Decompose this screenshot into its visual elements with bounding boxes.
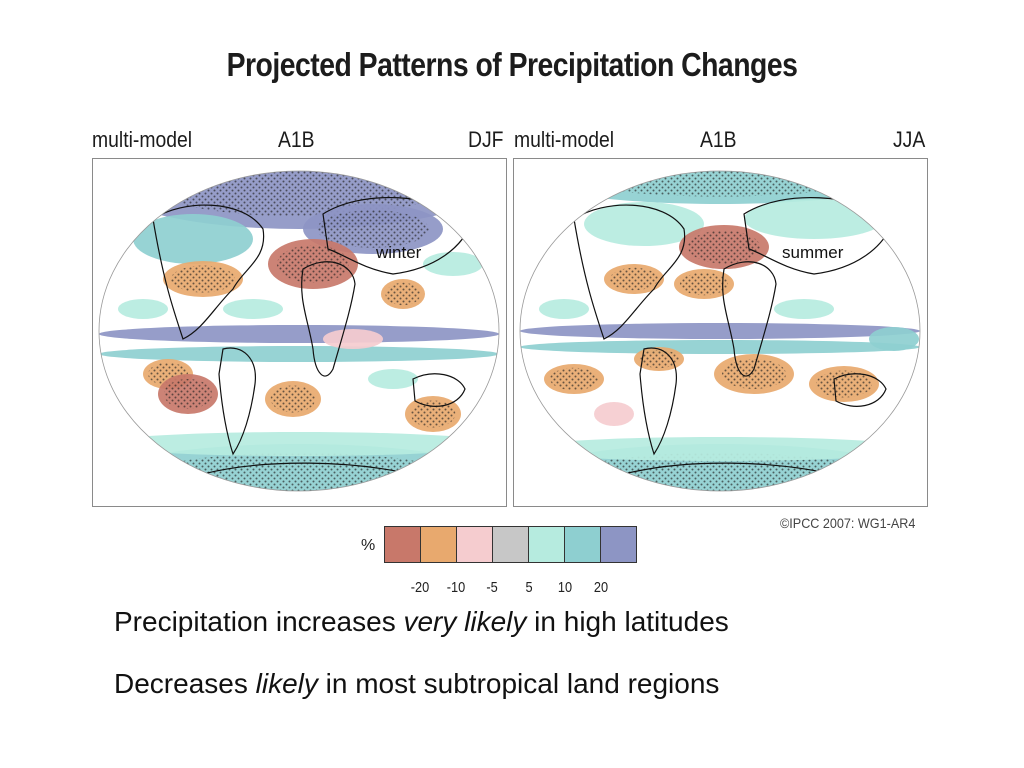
copyright-note: ©IPCC 2007: WG1-AR4 [780, 515, 916, 531]
stipple-region [816, 370, 872, 398]
precip-region [323, 329, 383, 349]
coastline [573, 204, 686, 340]
map-left-scenario-label: A1B [278, 127, 315, 152]
stipple-region [560, 452, 880, 491]
legend-tick-3: -5 [486, 579, 499, 596]
stipple-region [410, 400, 456, 428]
precip-region [423, 252, 483, 276]
statement-2-after: in most subtropical land regions [317, 668, 720, 699]
stipple-region [139, 452, 459, 491]
precip-region [594, 402, 634, 426]
map-outline [98, 170, 500, 492]
stipple-region [385, 282, 421, 306]
precip-region [539, 299, 589, 319]
legend-tick-4: 5 [525, 579, 533, 596]
legend-swatch-3 [457, 527, 493, 562]
statement-1-after: in high latitudes [526, 606, 729, 637]
precip-region [774, 299, 834, 319]
statement-1-emphasis: very likely [403, 606, 527, 637]
coastline [412, 373, 466, 407]
statement-2-before: Decreases [114, 668, 256, 699]
stipple-region [722, 359, 786, 389]
coastline [639, 347, 677, 456]
legend-swatch-4 [493, 527, 529, 562]
winter-label: winter [376, 243, 422, 262]
map-right-season-label: JJA [893, 127, 926, 152]
stipple-region [171, 265, 235, 293]
map-right-model-label: multi-model [514, 127, 615, 152]
stipple-region [317, 210, 429, 248]
legend-colorbar [384, 526, 637, 563]
summer-label: summer [782, 243, 844, 262]
map-left-season-label: DJF [468, 127, 504, 152]
legend-unit: % [361, 537, 376, 554]
precip-region [133, 214, 253, 264]
legend-swatch-2 [421, 527, 457, 562]
statement-subtropics: Decreases likely in most subtropical lan… [114, 668, 719, 700]
stipple-region [550, 367, 598, 391]
stipple-region [560, 171, 880, 197]
precip-map-djf [98, 170, 500, 492]
coastline [322, 196, 474, 275]
legend-swatch-5 [529, 527, 565, 562]
legend-swatch-1 [385, 527, 421, 562]
coastline [301, 261, 356, 377]
legend-tick-6: 20 [593, 579, 608, 596]
map-right-scenario-label: A1B [700, 127, 737, 152]
map-outline [519, 170, 921, 492]
precip-region [584, 202, 704, 246]
legend-swatch-7 [601, 527, 636, 562]
map-left-model-label: multi-model [92, 127, 193, 152]
stipple-region [688, 230, 760, 264]
coastline [152, 204, 265, 340]
precip-region [368, 369, 418, 389]
stipple-region [639, 350, 679, 368]
coastline [218, 347, 256, 456]
statement-2-emphasis: likely [255, 668, 318, 699]
map-field [99, 171, 499, 491]
stipple-region [270, 385, 316, 413]
legend-tick-1: -20 [410, 579, 430, 596]
legend-swatch-6 [565, 527, 601, 562]
precip-region [118, 299, 168, 319]
map-djf [92, 158, 507, 507]
legend-tick-2: -10 [447, 579, 466, 596]
precip-region [869, 327, 919, 351]
coastline [743, 196, 895, 275]
stipple-region [680, 272, 728, 296]
map-field [520, 171, 920, 491]
coastline [722, 261, 777, 377]
coastline [833, 373, 887, 407]
precip-region [520, 437, 920, 461]
legend-tick-5: 10 [557, 579, 572, 596]
precip-region [520, 340, 920, 354]
map-jja [513, 158, 928, 507]
precip-region [99, 432, 499, 456]
stipple-region [164, 379, 212, 409]
stipple-region [610, 267, 658, 291]
statement-1-before: Precipitation increases [114, 606, 404, 637]
precip-region [99, 325, 499, 343]
precip-region [223, 299, 283, 319]
statement-high-latitudes: Precipitation increases very likely in h… [114, 606, 729, 638]
precip-region [99, 346, 499, 362]
precip-map-jja [519, 170, 921, 492]
precip-region [520, 323, 920, 339]
slide-title: Projected Patterns of Precipitation Chan… [226, 46, 798, 83]
